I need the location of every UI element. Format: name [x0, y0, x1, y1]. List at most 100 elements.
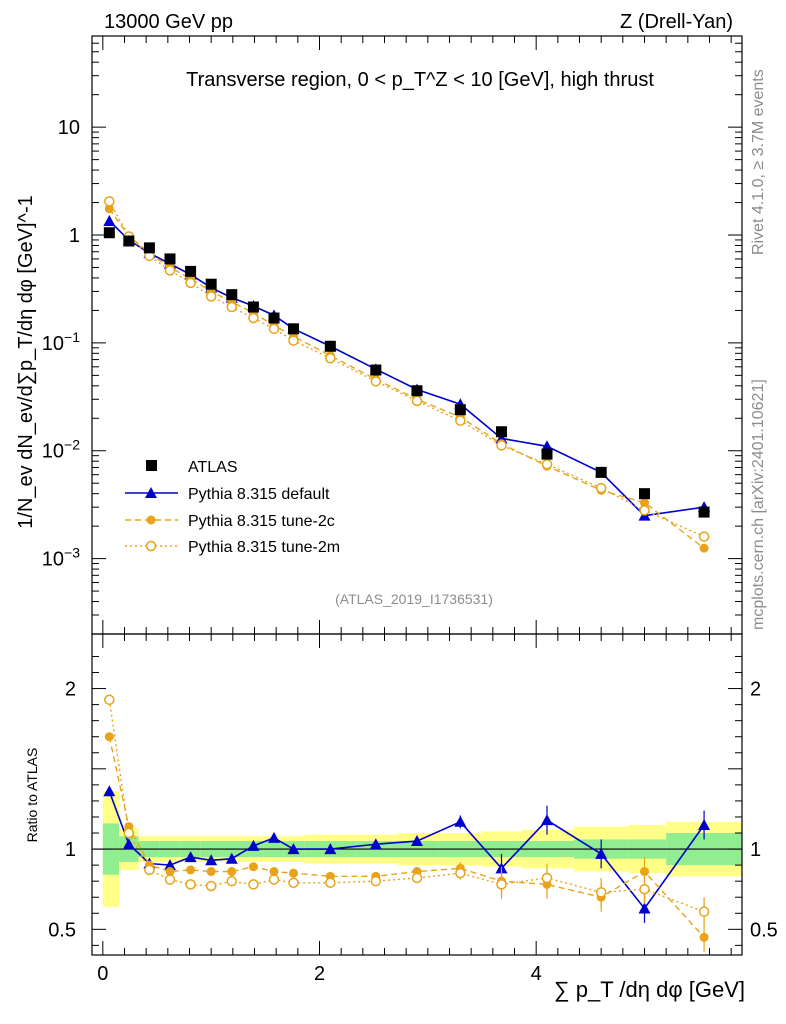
- legend-atlas-marker: [146, 460, 157, 471]
- tune-2c-marker: [640, 498, 649, 508]
- tune-2m-marker: [205, 291, 217, 302]
- y-tick-label: 1: [69, 225, 80, 247]
- ratio-tune-2m-marker: [370, 875, 382, 887]
- atlas-data-point: [454, 404, 466, 416]
- ratio-tune-2c-marker: [206, 867, 216, 877]
- plot-title: Transverse region, 0 < p_T^Z < 10 [GeV],…: [186, 69, 654, 91]
- ratio-tune-2m-marker: [541, 872, 553, 884]
- atlas-data-point: [164, 253, 176, 265]
- ratio-tune-2c-marker: [248, 862, 258, 872]
- ratio-default-marker: [205, 854, 218, 866]
- legend-label: Pythia 8.315 default: [188, 486, 330, 503]
- tune-2m-marker: [698, 531, 710, 542]
- ratio-default-marker: [247, 839, 260, 851]
- ratio-tune-2c-marker: [640, 867, 649, 877]
- tune-2m-marker: [226, 301, 237, 313]
- legend-tune-2c-marker: [146, 515, 156, 525]
- tune-2m-marker: [455, 415, 466, 426]
- atlas-data-point: [268, 312, 280, 324]
- atlas-data-point: [411, 385, 423, 397]
- ratio-tune-2m-marker: [411, 872, 423, 884]
- ratio-y-tick-label-right: 0.5: [750, 919, 778, 941]
- ratio-frame: [91, 633, 743, 956]
- ratio-tune-2m-marker: [268, 874, 280, 885]
- atlas-data-point: [639, 488, 650, 500]
- atlas-data-point: [324, 340, 336, 352]
- tune-2m-marker: [164, 265, 176, 276]
- ratio-y-tick-label: 2: [65, 679, 76, 701]
- atlas-data-point: [496, 426, 507, 438]
- ratio-default-marker: [122, 838, 135, 850]
- legend-tune-2m-marker: [145, 540, 157, 552]
- ratio-default-marker: [454, 815, 467, 827]
- tune-2m-marker: [595, 482, 607, 494]
- tune-2m-marker: [411, 395, 423, 407]
- atlas-data-point: [370, 364, 382, 376]
- tune-2m-marker: [541, 458, 553, 470]
- header-right: Z (Drell-Yan): [620, 11, 733, 33]
- default-marker: [541, 440, 553, 452]
- ratio-default-marker: [164, 859, 176, 871]
- legend-label: Pythia 8.315 tune-2c: [188, 513, 335, 530]
- ratio-tune-2c-marker: [186, 865, 196, 875]
- atlas-data-point: [103, 227, 115, 239]
- header-left: 13000 GeV pp: [104, 11, 233, 33]
- atlas-data-point: [247, 301, 259, 313]
- legend-label: Pythia 8.315 tune-2m: [188, 539, 340, 556]
- tune-2m-marker: [248, 312, 259, 324]
- ratio-tune-2m-marker: [455, 867, 466, 879]
- main-panel: [103, 196, 711, 553]
- ratio-tune-2m-marker: [144, 864, 155, 876]
- ratio-tune-2m-marker: [248, 879, 259, 890]
- ratio-default-marker: [103, 785, 116, 797]
- ratio-default-marker: [595, 847, 608, 859]
- ratio-tune-2c-marker: [699, 932, 709, 942]
- ratio-line-2: [108, 699, 705, 913]
- legend: ATLAS Pythia 8.315 default Pythia 8.315 tu…: [125, 459, 340, 556]
- ratio-ylabel: Ratio to ATLAS: [24, 748, 40, 843]
- ratio-default-marker: [698, 818, 711, 830]
- ratio-y-tick-label: 0.5: [48, 919, 76, 941]
- analysis-watermark: (ATLAS_2019_I1736531): [335, 591, 493, 607]
- ratio-y-tick-label-right: 2: [750, 679, 761, 701]
- ratio-tune-2c-marker: [104, 732, 114, 742]
- rivet-label: Rivet 4.1.0, ≥ 3.7M events: [750, 69, 767, 255]
- ratio-tune-2m-marker: [123, 827, 135, 839]
- atlas-data-point: [205, 278, 217, 290]
- ratio-tune-2m-marker: [185, 879, 196, 890]
- ratio-default-marker: [541, 814, 553, 826]
- ratio-tune-2m-marker: [226, 875, 237, 887]
- main-ylabel: 1/N_ev dN_ev/d∑p_T/dη dφ [GeV]^-1: [15, 195, 37, 528]
- tune-2m-marker: [325, 353, 336, 364]
- ratio-tune-2c-marker: [165, 867, 175, 877]
- ratio-default-marker: [324, 843, 337, 855]
- tune-2m-marker: [370, 376, 382, 387]
- ratio-default-marker: [638, 902, 651, 914]
- tune-2m-marker: [288, 335, 299, 346]
- atlas-data-point: [226, 289, 238, 301]
- ratio-tune-2m-marker: [595, 887, 607, 898]
- atlas-data-point: [595, 466, 607, 478]
- legend-label: ATLAS: [188, 459, 238, 476]
- x-tick-label: 4: [531, 963, 542, 985]
- atlas-data-point: [288, 323, 299, 335]
- mcplots-label: mcplots.cern.ch [arXiv:2401.10621]: [750, 379, 767, 630]
- y-tick-label: 10−2: [42, 437, 80, 463]
- x-tick-label: 2: [314, 963, 325, 985]
- tune-2m-marker: [104, 196, 115, 207]
- ratio-tune-2m-marker: [698, 906, 710, 917]
- legend-default-marker: [145, 487, 157, 498]
- y-tick-label: 10: [58, 117, 80, 139]
- ratio-default-marker: [287, 843, 300, 855]
- atlas-data-point: [698, 506, 710, 518]
- ratio-tune-2m-marker: [496, 879, 507, 890]
- ratio-tune-2c-marker: [269, 867, 279, 877]
- ratio-y-tick-label: 1: [65, 839, 76, 861]
- ratio-y-tick-label-right: 1: [750, 839, 761, 861]
- ratio-panel: [103, 694, 711, 952]
- ratio-tune-2m-marker: [104, 694, 115, 706]
- ratio-tune-2m-marker: [205, 880, 217, 892]
- y-tick-label: 10−1: [42, 329, 80, 355]
- ratio-tune-2c-marker: [289, 868, 298, 878]
